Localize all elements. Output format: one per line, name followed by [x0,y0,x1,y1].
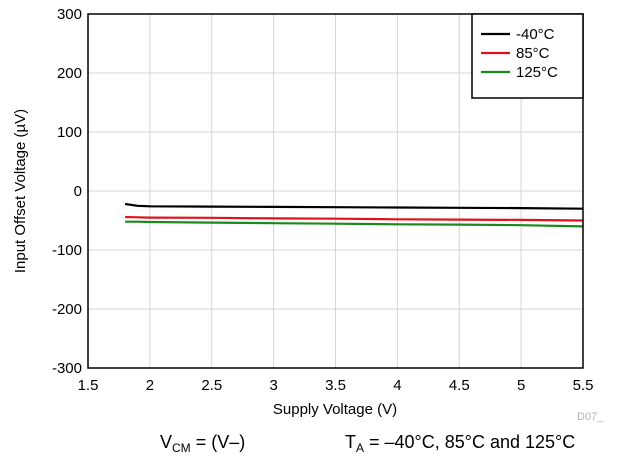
y-tick-label: -200 [52,301,82,318]
y-axis-title: Input Offset Voltage (µV) [12,109,29,273]
y-tick-label: -300 [52,360,82,377]
x-tick-labels: 1.5 2 2.5 3 3.5 4 4.5 5 5.5 [78,377,594,394]
x-tick-label: 3 [269,377,277,394]
y-tick-label: 100 [57,124,82,141]
x-tick-label: 4.5 [449,377,470,394]
legend-label: 125°C [516,64,558,81]
x-tick-label: 5 [517,377,525,394]
x-tick-label: 4 [393,377,401,394]
x-tick-label: 2 [146,377,154,394]
x-tick-label: 3.5 [325,377,346,394]
legend-label: -40°C [516,26,555,43]
series-line-1 [125,215,584,222]
legend: -40°C 85°C 125°C [471,13,584,99]
y-tick-label: 300 [57,6,82,23]
plot-frame [87,13,584,369]
x-tick-label: 1.5 [78,377,99,394]
y-tick-labels: 300 200 100 0 -100 -200 -300 [52,6,82,377]
y-tick-label: 0 [74,183,82,200]
vcm-condition: VCM = (V–) [160,432,246,455]
series-lines [124,202,584,228]
y-tick-label: -100 [52,242,82,259]
x-tick-label: 5.5 [573,377,594,394]
legend-label: 85°C [516,45,550,62]
series-line-0 [124,202,584,210]
series-line-2 [125,220,584,228]
x-tick-label: 2.5 [201,377,222,394]
legend-box [471,13,584,99]
grid-lines [87,13,584,369]
x-axis-title: Supply Voltage (V) [273,401,397,418]
figure-code: D07_ [577,411,604,423]
ta-condition: TA = –40°C, 85°C and 125°C [345,432,576,455]
y-tick-label: 200 [57,65,82,82]
